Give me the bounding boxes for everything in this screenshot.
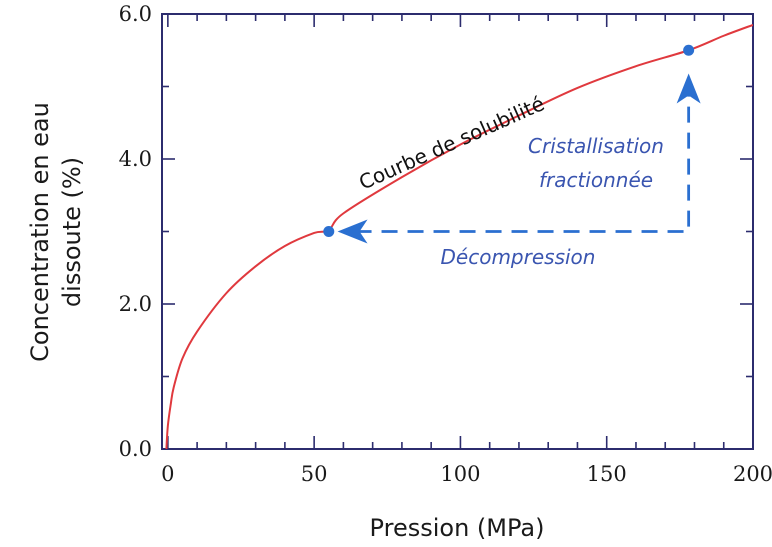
x-axis-title: Pression (MPa) <box>370 514 545 542</box>
y-tick-label: 0.0 <box>119 437 152 461</box>
x-tick-label: 50 <box>301 462 328 486</box>
state-point <box>323 226 335 237</box>
process-arrows <box>337 73 701 244</box>
crystallization-label-line1: Cristallisation <box>528 134 664 158</box>
x-tick-label: 200 <box>733 462 772 486</box>
state-point <box>683 44 695 56</box>
x-tick-label: 150 <box>587 462 627 486</box>
y-tick-label: 2.0 <box>119 292 152 316</box>
x-tick-label: 0 <box>161 462 174 486</box>
state-points <box>323 44 695 237</box>
decompression-label: Décompression <box>441 245 596 269</box>
x-tick-labels: 0 50 100 150 200 <box>161 462 772 486</box>
solubility-curve <box>165 23 753 449</box>
x-tick-label: 100 <box>440 462 480 486</box>
axis-ticks <box>162 13 754 450</box>
crystallization-arrowhead <box>676 73 701 104</box>
y-tick-label: 4.0 <box>119 147 152 171</box>
curve-label: Courbe de solubilité <box>355 91 548 194</box>
decompression-arrowhead <box>337 219 368 244</box>
dashed-process-path <box>355 95 691 233</box>
plot-frame <box>161 13 754 450</box>
crystallization-label-line2: fractionnée <box>539 168 653 192</box>
y-axis-title-line2: dissoute (%) <box>58 157 86 307</box>
y-tick-label: 6.0 <box>119 2 152 26</box>
y-axis-title-line1: Concentration en eau <box>26 102 54 362</box>
y-tick-labels: 0.0 2.0 4.0 6.0 <box>119 2 152 461</box>
